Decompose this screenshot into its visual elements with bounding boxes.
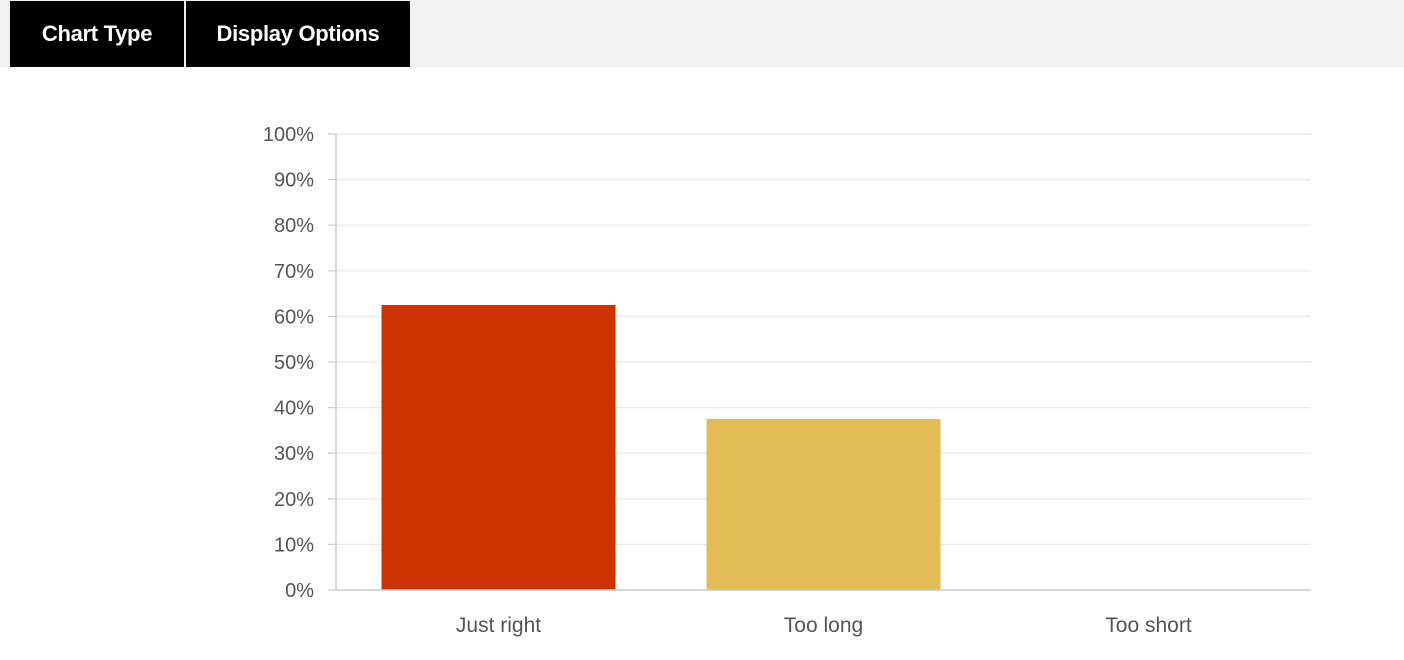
y-tick-label: 50% — [274, 352, 314, 374]
bars — [381, 305, 941, 590]
x-axis-labels: Just right Too long Too short — [456, 614, 1192, 637]
y-tick-label: 40% — [274, 398, 314, 420]
y-axis-ticks: 0% 10% 20% 30% 40% 50% 60% 70% 80% 90% 100% — [263, 124, 336, 602]
y-tick-label: 30% — [274, 443, 314, 465]
x-tick-label: Just right — [456, 614, 541, 637]
x-tick-label: Too short — [1105, 614, 1192, 637]
bar-too-long[interactable] — [706, 419, 941, 590]
y-tick-label: 70% — [274, 261, 314, 283]
bar-just-right[interactable] — [381, 305, 616, 590]
y-tick-label: 20% — [274, 489, 314, 511]
y-tick-label: 10% — [274, 534, 314, 556]
tab-display-options[interactable]: Display Options — [186, 1, 410, 67]
y-tick-label: 80% — [274, 215, 314, 237]
y-tick-label: 100% — [263, 124, 314, 146]
y-tick-label: 60% — [274, 306, 314, 328]
toolbar: Chart Type Display Options — [0, 0, 1404, 67]
x-tick-label: Too long — [784, 614, 863, 637]
y-tick-label: 90% — [274, 170, 314, 192]
y-tick-label: 0% — [285, 580, 314, 602]
tab-chart-type[interactable]: Chart Type — [10, 1, 184, 67]
